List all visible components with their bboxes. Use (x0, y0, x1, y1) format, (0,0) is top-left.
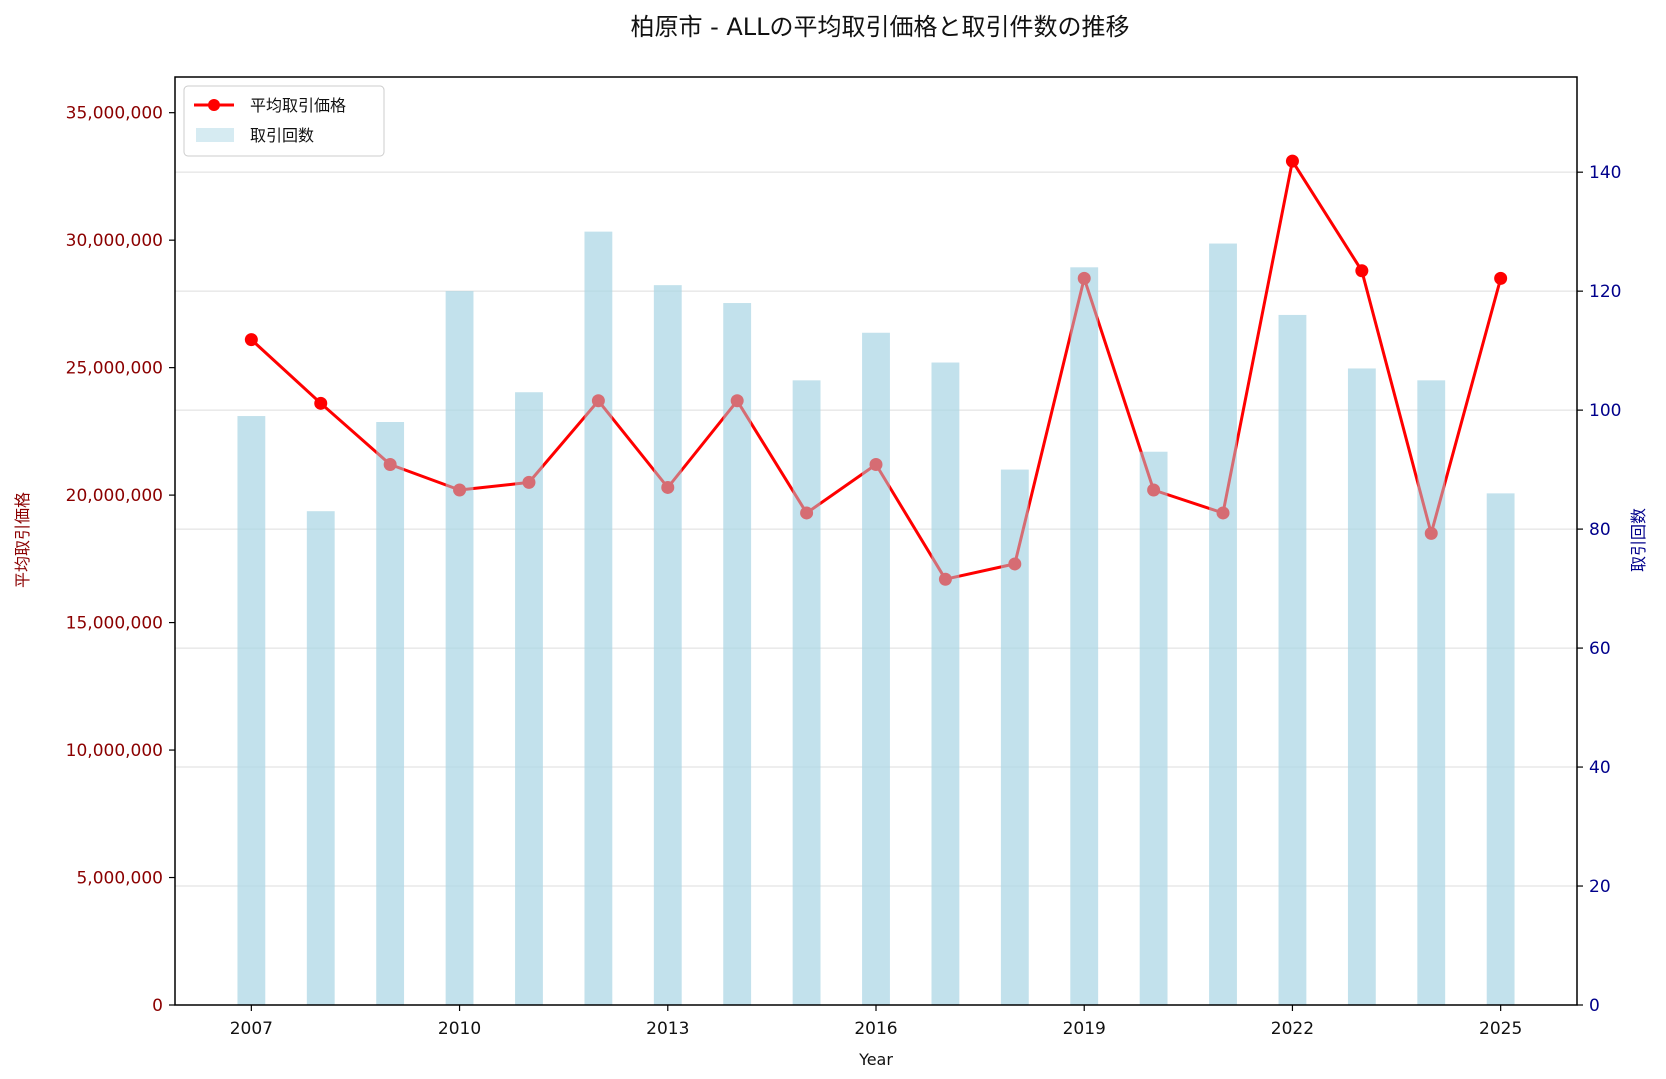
right-tick-label-6: 120 (1589, 282, 1621, 302)
x-tick-label-6: 2025 (1479, 1019, 1522, 1039)
line-points (237, 154, 1515, 1006)
bar-overlay-2013 (653, 285, 682, 1005)
x-axis: 2007 2010 2013 2016 2019 2022 2025 (230, 1005, 1522, 1039)
bar-overlay-2008 (306, 511, 335, 1005)
point-2023 (1355, 264, 1369, 278)
left-tick-label-7: 35,000,000 (66, 104, 163, 124)
bar-overlay-2011 (515, 392, 543, 1005)
bar-overlay-2015 (792, 380, 821, 1005)
bar-overlay-2017 (931, 362, 960, 1005)
point-2025 (1494, 271, 1508, 285)
x-tick-label-0: 2007 (230, 1019, 273, 1039)
right-tick-label-0: 0 (1589, 996, 1600, 1016)
bar-overlay-2012 (584, 231, 613, 1005)
right-tick-label-2: 40 (1589, 758, 1611, 778)
x-tick-label-5: 2022 (1271, 1019, 1314, 1039)
right-tick-label-5: 100 (1589, 401, 1621, 421)
right-tick-label-4: 80 (1589, 520, 1611, 540)
right-axis-title: 取引回数 (1629, 508, 1648, 572)
bar-overlay-2016 (862, 332, 890, 1005)
bar-overlay-2009 (376, 422, 405, 1005)
left-tick-label-6: 30,000,000 (66, 231, 163, 251)
x-tick-label-3: 2016 (854, 1019, 897, 1039)
left-tick-label-2: 10,000,000 (66, 741, 163, 761)
right-tick-label-7: 140 (1589, 163, 1621, 183)
x-tick-label-2: 2013 (646, 1019, 689, 1039)
left-tick-label-5: 25,000,000 (66, 359, 163, 379)
bar-overlay-2025 (1486, 493, 1515, 1005)
bar-overlay-2023 (1347, 368, 1376, 1005)
right-tick-label-3: 60 (1589, 639, 1611, 659)
bar-overlay-2024 (1417, 380, 1446, 1005)
left-tick-label-4: 20,000,000 (66, 486, 163, 506)
bar-overlay-2021 (1209, 243, 1237, 1006)
x-axis-title: Year (858, 1050, 893, 1069)
legend: 平均取引価格 取引回数 (183, 85, 385, 157)
bar-overlay-2007 (237, 416, 266, 1006)
bar-overlay-2022 (1278, 314, 1307, 1005)
x-tick-label-4: 2019 (1063, 1019, 1106, 1039)
left-tick-label-0: 0 (152, 996, 163, 1016)
chart-title: 柏原市 - ALLの平均取引価格と取引件数の推移 (630, 13, 1129, 41)
legend-bar-label: 取引回数 (250, 126, 314, 145)
bar-overlay-2018 (1000, 469, 1029, 1006)
point-2007 (244, 333, 258, 347)
point-2008 (314, 396, 328, 410)
bar-overlay-2010 (445, 291, 474, 1006)
left-tick-label-1: 5,000,000 (76, 869, 163, 889)
bar-overlay-2020 (1139, 451, 1168, 1005)
legend-line-marker (208, 99, 220, 111)
left-axis-title: 平均取引価格 (13, 492, 32, 588)
right-axis: 0 20 40 60 80 100 120 140 (1577, 163, 1621, 1016)
left-tick-label-3: 15,000,000 (66, 614, 163, 634)
right-tick-label-1: 20 (1589, 877, 1611, 897)
point-2022 (1285, 154, 1299, 168)
x-tick-label-1: 2010 (438, 1019, 481, 1039)
legend-bar-swatch (196, 128, 234, 142)
left-axis: 0 5,000,000 10,000,000 15,000,000 20,000,000… (66, 104, 175, 1016)
bar-overlay-2019 (1070, 267, 1099, 1005)
bar-overlay-2014 (723, 303, 752, 1005)
legend-line-label: 平均取引価格 (250, 96, 346, 115)
